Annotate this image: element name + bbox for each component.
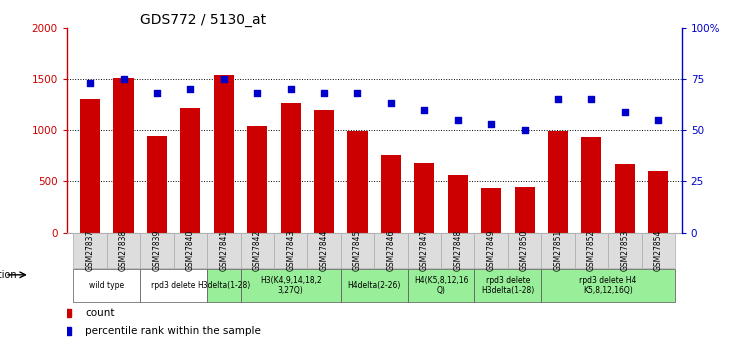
Text: rpd3 delete: rpd3 delete [151,281,196,290]
Bar [180,108,200,233]
Text: GSM27839: GSM27839 [153,229,162,271]
FancyBboxPatch shape [241,233,274,268]
FancyBboxPatch shape [474,268,542,302]
Text: percentile rank within the sample: percentile rank within the sample [85,326,261,336]
Point [151,90,163,96]
Text: GSM27853: GSM27853 [620,229,629,271]
Point [519,127,531,133]
FancyBboxPatch shape [441,233,474,268]
FancyBboxPatch shape [140,233,173,268]
FancyBboxPatch shape [140,268,207,302]
Text: count: count [85,308,115,318]
FancyBboxPatch shape [642,233,675,268]
Point [385,101,397,106]
FancyBboxPatch shape [173,233,207,268]
Text: H3delta(1-28): H3delta(1-28) [197,281,250,290]
Bar [582,137,602,233]
Text: GSM27852: GSM27852 [587,230,596,271]
Text: GSM27844: GSM27844 [319,229,328,271]
Text: GDS772 / 5130_at: GDS772 / 5130_at [141,12,267,27]
Bar [514,187,535,233]
Point [585,97,597,102]
FancyBboxPatch shape [341,268,408,302]
Text: GSM27843: GSM27843 [286,229,295,271]
Text: GSM27846: GSM27846 [386,229,396,271]
Point [285,86,296,92]
Point [619,109,631,115]
FancyBboxPatch shape [374,233,408,268]
Text: wild type: wild type [89,281,124,290]
Point [452,117,464,122]
Text: GSM27849: GSM27849 [487,229,496,271]
FancyBboxPatch shape [575,233,608,268]
Text: GSM27854: GSM27854 [654,229,662,271]
Text: GSM27847: GSM27847 [420,229,429,271]
Bar [314,110,334,233]
Bar [80,99,100,233]
FancyBboxPatch shape [207,233,241,268]
Point [419,107,431,112]
Text: rpd3 delete H4
K5,8,12,16Q): rpd3 delete H4 K5,8,12,16Q) [579,276,637,295]
Point [652,117,664,122]
FancyBboxPatch shape [474,233,508,268]
Point [485,121,497,127]
FancyBboxPatch shape [508,233,542,268]
Text: rpd3 delete
H3delta(1-28): rpd3 delete H3delta(1-28) [482,276,534,295]
Text: genotype/variation: genotype/variation [0,270,18,280]
Point [351,90,363,96]
Point [318,90,330,96]
Bar [448,175,468,233]
Text: H4(K5,8,12,16
Q): H4(K5,8,12,16 Q) [413,276,468,295]
Text: GSM27838: GSM27838 [119,230,128,271]
Text: GSM27845: GSM27845 [353,229,362,271]
Text: GSM27848: GSM27848 [453,230,462,271]
FancyBboxPatch shape [542,268,675,302]
Text: GSM27837: GSM27837 [86,229,95,271]
Point [185,86,196,92]
FancyBboxPatch shape [408,233,441,268]
FancyBboxPatch shape [408,268,474,302]
Text: GSM27841: GSM27841 [219,230,228,271]
Text: GSM27850: GSM27850 [520,229,529,271]
Bar [348,131,368,233]
Text: H3(K4,9,14,18,2
3,27Q): H3(K4,9,14,18,2 3,27Q) [260,276,322,295]
FancyBboxPatch shape [542,233,575,268]
Point [218,76,230,82]
FancyBboxPatch shape [241,268,341,302]
Bar [213,75,234,233]
Bar [548,131,568,233]
Point [552,97,564,102]
FancyBboxPatch shape [207,268,241,302]
Bar [481,188,501,233]
Bar [414,163,434,233]
Bar [281,104,301,233]
FancyBboxPatch shape [274,233,308,268]
Bar [147,136,167,233]
Bar [615,164,635,233]
Text: H4delta(2-26): H4delta(2-26) [348,281,401,290]
FancyBboxPatch shape [608,233,642,268]
FancyBboxPatch shape [73,268,140,302]
FancyBboxPatch shape [341,233,374,268]
Point [251,90,263,96]
Point [84,80,96,86]
Point [118,76,130,82]
Bar [381,155,401,233]
Bar [113,78,133,233]
Bar [648,171,668,233]
FancyBboxPatch shape [107,233,140,268]
Text: GSM27851: GSM27851 [554,230,562,271]
Text: GSM27840: GSM27840 [186,229,195,271]
Bar [247,126,268,233]
FancyBboxPatch shape [73,233,107,268]
FancyBboxPatch shape [308,233,341,268]
Text: GSM27842: GSM27842 [253,230,262,271]
